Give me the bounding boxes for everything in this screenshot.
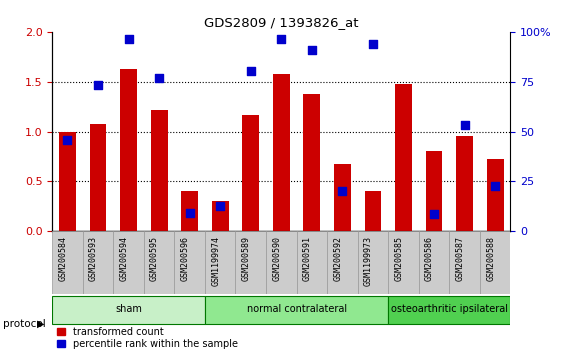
- Bar: [59, 132, 76, 231]
- Bar: [358, 231, 388, 294]
- Text: GSM200593: GSM200593: [89, 236, 98, 281]
- Bar: [388, 231, 419, 294]
- Text: GSM200592: GSM200592: [334, 236, 342, 281]
- Text: GSM1199974: GSM1199974: [211, 236, 220, 286]
- Point: [63, 137, 72, 142]
- Text: GSM200587: GSM200587: [455, 236, 465, 281]
- Text: protocol: protocol: [3, 319, 46, 329]
- Bar: [395, 84, 412, 231]
- Point: [429, 211, 438, 217]
- Bar: [205, 231, 235, 294]
- Bar: [120, 69, 137, 231]
- Point: [368, 41, 378, 47]
- Bar: [365, 192, 381, 231]
- Bar: [144, 231, 175, 294]
- Bar: [52, 231, 83, 294]
- Text: sham: sham: [115, 304, 142, 314]
- Text: normal contralateral: normal contralateral: [246, 304, 347, 314]
- Bar: [90, 124, 106, 231]
- Text: GSM200584: GSM200584: [59, 236, 67, 281]
- Text: GSM200594: GSM200594: [119, 236, 129, 281]
- Bar: [205, 296, 388, 324]
- Text: osteoarthritic ipsilateral: osteoarthritic ipsilateral: [391, 304, 508, 314]
- Point: [491, 183, 500, 189]
- Text: GSM200588: GSM200588: [486, 236, 495, 281]
- Bar: [296, 231, 327, 294]
- Bar: [235, 231, 266, 294]
- Point: [246, 68, 255, 74]
- Bar: [456, 136, 473, 231]
- Bar: [487, 159, 503, 231]
- Legend: transformed count, percentile rank within the sample: transformed count, percentile rank withi…: [57, 327, 238, 349]
- Text: GSM200595: GSM200595: [150, 236, 159, 281]
- Bar: [303, 94, 320, 231]
- Bar: [327, 231, 358, 294]
- Bar: [242, 115, 259, 231]
- Text: GSM1199973: GSM1199973: [364, 236, 373, 286]
- Text: GSM200590: GSM200590: [272, 236, 281, 281]
- Bar: [266, 231, 296, 294]
- Bar: [450, 231, 480, 294]
- Bar: [388, 296, 510, 324]
- Bar: [175, 231, 205, 294]
- Bar: [182, 192, 198, 231]
- Bar: [334, 165, 351, 231]
- Bar: [113, 231, 144, 294]
- Text: GSM200596: GSM200596: [180, 236, 190, 281]
- Bar: [480, 231, 510, 294]
- Point: [216, 204, 225, 209]
- Point: [185, 211, 194, 216]
- Point: [277, 36, 286, 42]
- Bar: [151, 110, 168, 231]
- Text: GSM200586: GSM200586: [425, 236, 434, 281]
- Text: GSM200585: GSM200585: [394, 236, 404, 281]
- Point: [93, 82, 103, 87]
- Text: GSM200591: GSM200591: [303, 236, 312, 281]
- Text: ▶: ▶: [37, 319, 44, 329]
- Point: [307, 47, 317, 53]
- Point: [124, 36, 133, 42]
- Text: GSM200589: GSM200589: [242, 236, 251, 281]
- Point: [154, 75, 164, 81]
- Point: [460, 122, 469, 127]
- Bar: [419, 231, 450, 294]
- Bar: [273, 74, 289, 231]
- Bar: [52, 296, 205, 324]
- Point: [338, 189, 347, 194]
- Title: GDS2809 / 1393826_at: GDS2809 / 1393826_at: [204, 16, 358, 29]
- Bar: [212, 201, 229, 231]
- Bar: [83, 231, 113, 294]
- Bar: [426, 152, 443, 231]
